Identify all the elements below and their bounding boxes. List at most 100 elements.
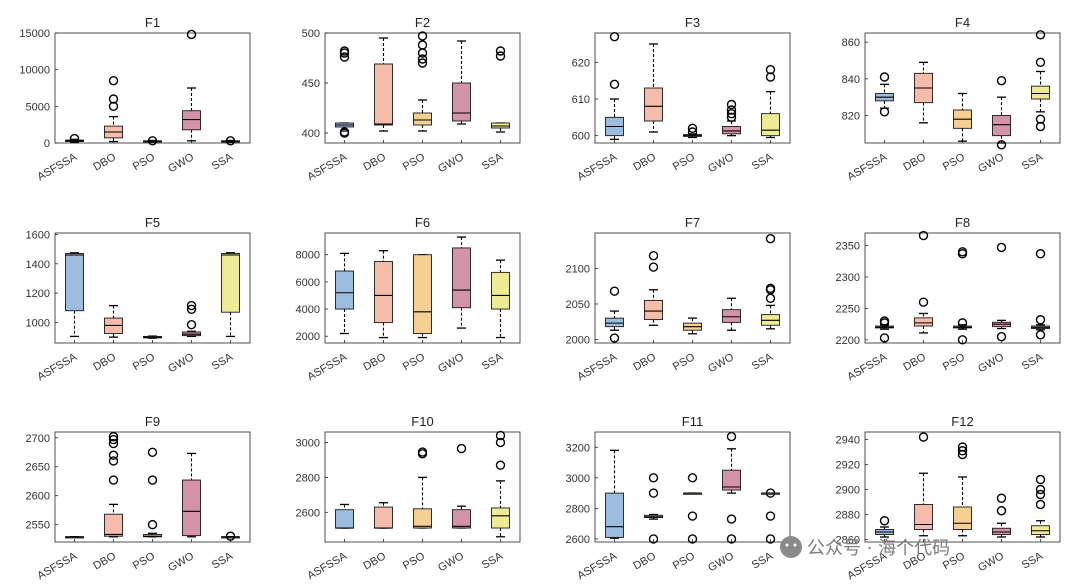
outlier-point	[726, 105, 737, 115]
outlier-point	[456, 443, 467, 454]
outlier-point	[726, 514, 737, 524]
box-body	[722, 469, 741, 491]
plot-frame	[594, 431, 791, 543]
box-body	[1031, 85, 1050, 100]
x-tick-label: DBO	[91, 151, 118, 174]
x-tick-label: DBO	[901, 151, 928, 174]
x-tick-label: SSA	[1020, 151, 1046, 173]
y-tick-label: 2880	[836, 510, 860, 522]
outlier-point	[147, 136, 158, 146]
x-tick-label: ASFSSA	[845, 351, 889, 383]
box-body	[335, 509, 354, 529]
x-tick-label: PSO	[941, 351, 968, 373]
x-tick-label: GWO	[706, 151, 736, 175]
outlier-point	[879, 333, 890, 343]
y-tick-label: 2250	[836, 303, 860, 315]
outlier-point	[726, 108, 737, 119]
y-tick-label: 820	[842, 111, 860, 123]
y-tick-label: 2900	[836, 485, 860, 497]
x-tick-label: SSA	[750, 151, 776, 173]
outlier-point	[339, 46, 350, 56]
box-body	[644, 299, 663, 321]
x-tick-label: DBO	[631, 151, 658, 174]
outlier-point	[726, 534, 737, 544]
y-tick-label: 400	[302, 128, 320, 140]
y-tick-label: 1600	[26, 229, 50, 241]
outlier-point	[495, 46, 506, 56]
chart-panel-f2: F2 400 450 500 ASFSSA DBO PSO GWO SSA	[302, 15, 521, 183]
y-tick-label: 1000	[26, 317, 50, 329]
outlier-point	[108, 94, 119, 104]
y-tick-label: 2300	[836, 272, 860, 284]
outlier-point	[957, 442, 968, 452]
outlier-point	[417, 54, 428, 64]
outlier-point	[1035, 499, 1046, 510]
y-tick-label: 2600	[566, 534, 590, 546]
x-tick-label: PSO	[671, 151, 698, 173]
y-tick-label: 610	[572, 94, 590, 106]
outlier-point	[1035, 474, 1046, 485]
chart-panel-f6: F6 2000 4000 6000 8000 ASFSSA DBO PSO GWO SSA	[296, 215, 521, 383]
x-tick-label: DBO	[361, 550, 388, 573]
box-body	[761, 113, 780, 137]
x-tick-label: PSO	[401, 351, 428, 373]
chart-title: F1	[145, 15, 160, 30]
x-tick-label: SSA	[480, 351, 506, 373]
outlier-point	[726, 99, 737, 110]
chart-title: F7	[685, 215, 700, 230]
box-body	[65, 253, 84, 312]
outlier-point	[225, 136, 236, 146]
outlier-point	[495, 430, 506, 441]
outlier-point	[186, 29, 197, 40]
y-tick-label: 8000	[296, 250, 320, 262]
chart-panel-f3: F3 600 610 620 ASFSSA DBO PSO GWO SSA	[572, 15, 791, 183]
outlier-point	[417, 58, 428, 68]
outlier-point	[186, 304, 197, 314]
x-tick-label: DBO	[91, 351, 118, 374]
box-asfssa: ASFSSA	[35, 536, 84, 582]
outlier-point	[687, 127, 698, 137]
box-body	[605, 317, 624, 328]
x-tick-label: SSA	[750, 351, 776, 373]
box-body	[413, 254, 432, 334]
y-tick-label: 4000	[296, 304, 320, 316]
y-tick-label: 3000	[566, 473, 590, 485]
outlier-point	[147, 519, 158, 530]
chart-title: F11	[682, 414, 703, 429]
x-tick-label: DBO	[901, 351, 928, 374]
outlier-point	[957, 335, 968, 345]
chart-panel-f10: F10 2600 2800 3000 ASFSSA DBO PSO GWO SSA	[296, 414, 521, 582]
outlier-point	[108, 75, 119, 86]
x-tick-label: DBO	[361, 351, 388, 374]
box-body	[491, 507, 510, 529]
outlier-point	[609, 31, 620, 42]
wechat-icon	[780, 536, 802, 558]
x-tick-label: SSA	[210, 351, 236, 373]
outlier-point	[609, 79, 620, 90]
chart-title: F4	[955, 15, 970, 30]
outlier-point	[1035, 249, 1046, 259]
x-tick-label: ASFSSA	[305, 550, 349, 582]
x-tick-label: DBO	[631, 550, 658, 573]
box-body	[143, 534, 162, 538]
outlier-point	[609, 333, 620, 343]
box-body	[104, 513, 123, 537]
x-tick-label: PSO	[131, 351, 158, 373]
outlier-point	[879, 72, 890, 82]
outlier-point	[609, 286, 620, 296]
y-tick-label: 2000	[566, 334, 590, 346]
y-tick-label: 10000	[19, 65, 50, 77]
y-tick-label: 2860	[836, 535, 860, 547]
x-tick-label: ASFSSA	[575, 550, 619, 582]
chart-panel-f9: F9 2550 2600 2650 2700 ASFSSA DBO PSO GWO SSA	[26, 414, 251, 582]
y-tick-label: 1400	[26, 259, 50, 271]
x-tick-label: SSA	[1020, 351, 1046, 373]
y-tick-label: 3200	[566, 442, 590, 454]
outlier-point	[1035, 114, 1046, 124]
y-tick-label: 500	[302, 28, 320, 40]
y-tick-label: 600	[572, 131, 590, 143]
x-tick-label: GWO	[976, 151, 1006, 175]
x-tick-label: SSA	[210, 550, 236, 572]
